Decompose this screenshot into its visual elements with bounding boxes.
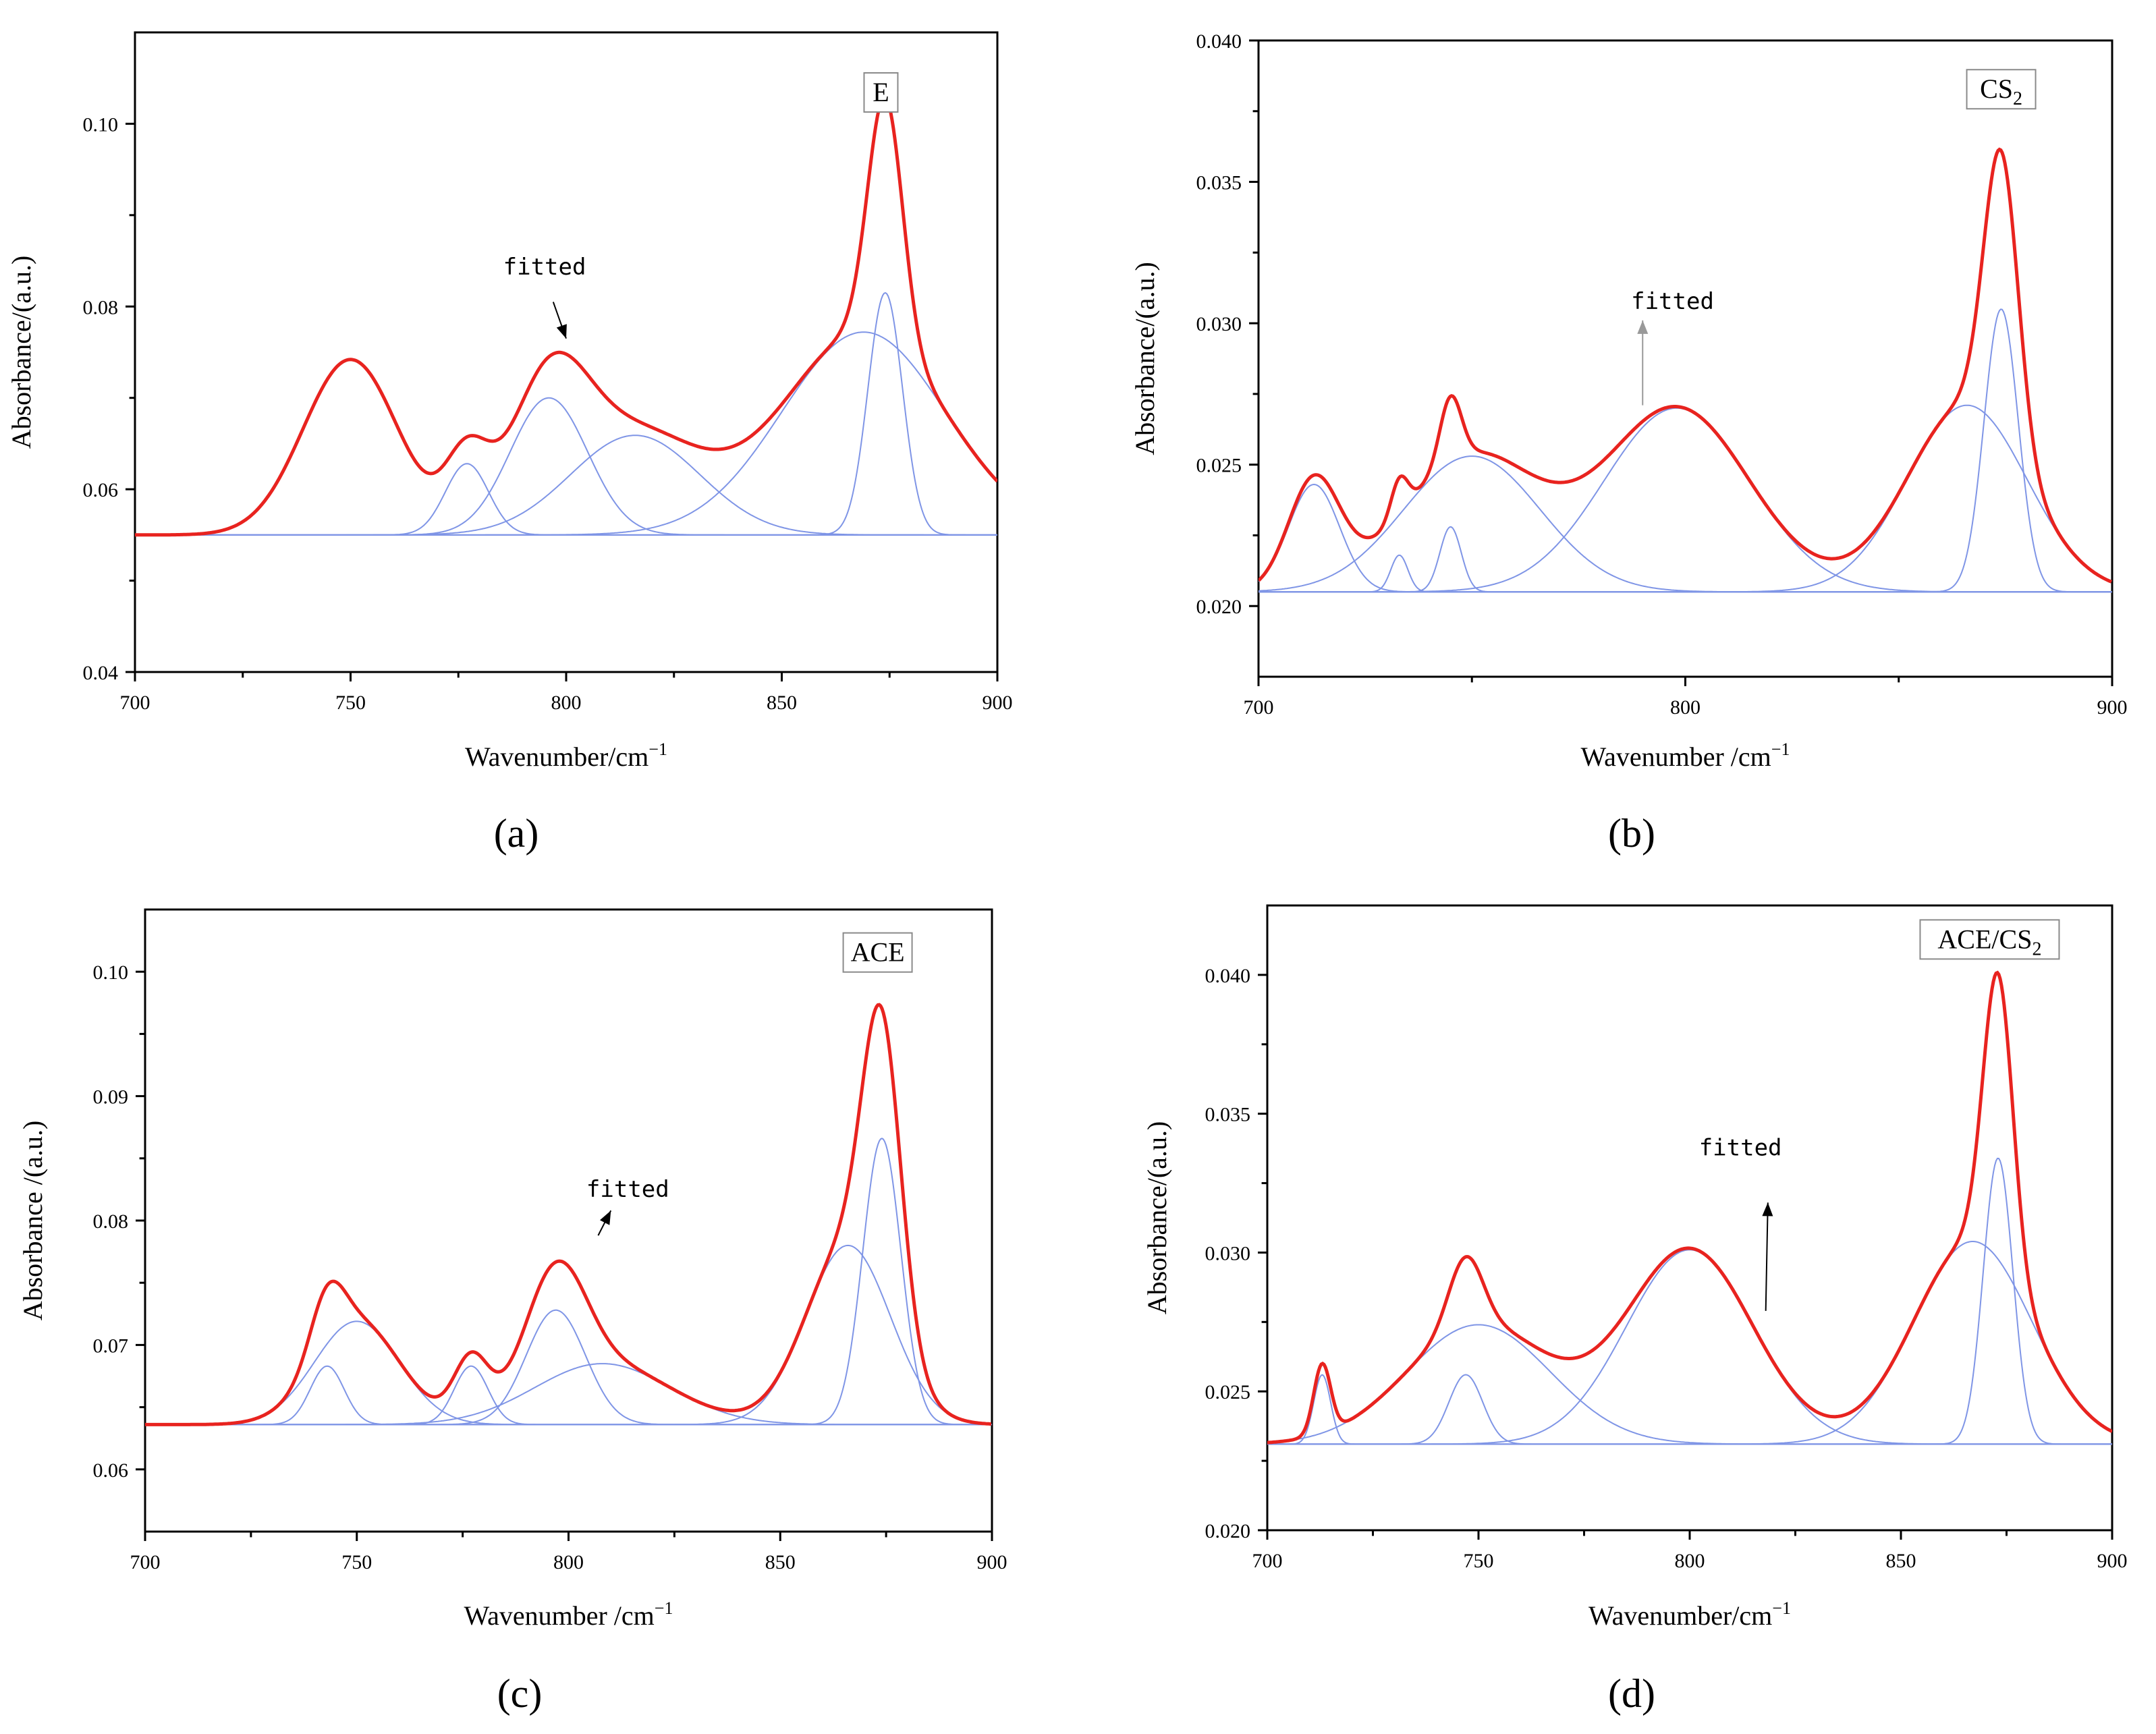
y-tick-label: 0.035	[1196, 172, 1242, 194]
x-axis-label: Wavenumber/cm−1	[1588, 1598, 1791, 1631]
x-tick-label: 750	[335, 692, 366, 714]
panel-label-b: (b)	[1608, 811, 1655, 856]
y-tick-label: 0.025	[1196, 455, 1242, 477]
plot-curves	[135, 94, 997, 537]
sample-label-box	[1919, 919, 2060, 960]
sample-label-box	[1966, 69, 2037, 110]
component-peak-curve	[145, 1138, 991, 1426]
y-tick-label: 0.04	[83, 662, 119, 684]
y-axis-label: Absorbance /(a.u.)	[18, 1121, 48, 1321]
component-peak-curve	[135, 291, 997, 536]
y-tick-label: 0.07	[93, 1335, 129, 1357]
fitted-annotation-text: fitted	[1631, 288, 1714, 315]
x-tick-label: 850	[765, 1551, 796, 1573]
x-tick-label: 900	[983, 692, 1013, 714]
y-axis-label: Absorbance/(a.u.)	[6, 256, 36, 449]
sample-label-text: CS2	[1980, 74, 2022, 109]
y-tick-label: 0.030	[1196, 313, 1242, 335]
x-axis-label: Wavenumber /cm−1	[1581, 739, 1790, 772]
y-tick-label: 0.025	[1205, 1381, 1251, 1403]
chart-panel-d: (d) 700 750 800 850 900 0.020 0.025 0.030 0.035 0…	[1142, 904, 2128, 1716]
panel-label-c: (c)	[497, 1671, 543, 1716]
y-tick-label: 0.020	[1205, 1520, 1251, 1542]
plot-curves	[1259, 147, 2112, 593]
x-tick-label: 700	[1252, 1550, 1283, 1572]
fitted-annotation-text: fitted	[1699, 1134, 1782, 1161]
fitted-annotation-arrowhead	[1637, 320, 1649, 334]
x-tick-label: 900	[977, 1551, 1007, 1573]
fitted-curve	[1259, 147, 2112, 584]
fitted-annotation-arrow	[1765, 1202, 1769, 1311]
fitted-annotation-text: fitted	[586, 1176, 669, 1203]
x-tick-label: 800	[553, 1551, 584, 1573]
y-tick-label: 0.040	[1205, 965, 1251, 987]
y-tick-label: 0.020	[1196, 596, 1242, 618]
sample-label-box	[863, 72, 899, 113]
x-tick-label: 800	[551, 692, 582, 714]
sample-label-text: ACE/CS2	[1937, 924, 2041, 959]
y-tick-label: 0.10	[93, 961, 129, 984]
component-peak-curve	[1267, 1157, 2112, 1445]
y-tick-label: 0.08	[83, 296, 119, 318]
x-tick-label: 900	[2097, 696, 2128, 719]
x-tick-label: 850	[767, 692, 797, 714]
x-tick-label: 800	[1670, 696, 1701, 719]
y-tick-label: 0.035	[1205, 1104, 1251, 1126]
plot-curves	[1267, 970, 2112, 1445]
y-tick-label: 0.09	[93, 1086, 129, 1109]
fitted-curve	[1267, 970, 2112, 1445]
sample-label-box	[842, 932, 913, 973]
chart-panel-c: (c) 700 750 800 850 900 0.06 0.07 0.08 0.09 0.10 W…	[18, 908, 1007, 1716]
y-tick-label: 0.06	[93, 1459, 129, 1482]
plot-curves	[145, 1003, 992, 1426]
y-axis-label: Absorbance/(a.u.)	[1130, 262, 1160, 455]
x-tick-label: 700	[1244, 696, 1274, 719]
y-tick-label: 0.08	[93, 1210, 129, 1233]
fitted-annotation-text: fitted	[503, 254, 586, 281]
sample-label-text: E	[873, 77, 889, 107]
x-tick-label: 900	[2097, 1550, 2128, 1572]
component-peak-curve	[1259, 308, 2111, 593]
x-tick-label: 800	[1675, 1550, 1705, 1572]
y-tick-label: 0.040	[1196, 30, 1242, 53]
x-tick-label: 700	[130, 1551, 161, 1573]
panel-label-a: (a)	[494, 811, 539, 856]
fitted-annotation-arrowhead	[556, 324, 567, 339]
x-tick-label: 850	[1886, 1550, 1916, 1572]
x-tick-label: 750	[341, 1551, 372, 1573]
fitted-curve	[145, 1003, 992, 1426]
sample-label-text: ACE	[851, 937, 905, 968]
y-tick-label: 0.10	[83, 113, 119, 136]
x-axis-label: Wavenumber /cm−1	[464, 1598, 673, 1631]
fitted-annotation-arrowhead	[600, 1210, 611, 1225]
y-tick-label: 0.030	[1205, 1242, 1251, 1264]
x-tick-label: 700	[120, 692, 150, 714]
y-tick-label: 0.06	[83, 479, 119, 501]
fitted-annotation-arrowhead	[1762, 1202, 1773, 1216]
x-tick-label: 750	[1464, 1550, 1494, 1572]
panel-label-d: (d)	[1608, 1671, 1655, 1716]
y-axis-label: Absorbance/(a.u.)	[1142, 1121, 1172, 1315]
chart-panel-a: (a) 700 750 800 850 900 0.04 0.06 0.08 0.10 Waven…	[6, 31, 1013, 856]
chart-panel-b: (b) 700 800 900 0.020 0.025 0.030 0.035 0.040 Wa…	[1130, 30, 2128, 856]
fitted-curve	[135, 94, 997, 537]
x-axis-label: Wavenumber/cm−1	[465, 739, 667, 772]
